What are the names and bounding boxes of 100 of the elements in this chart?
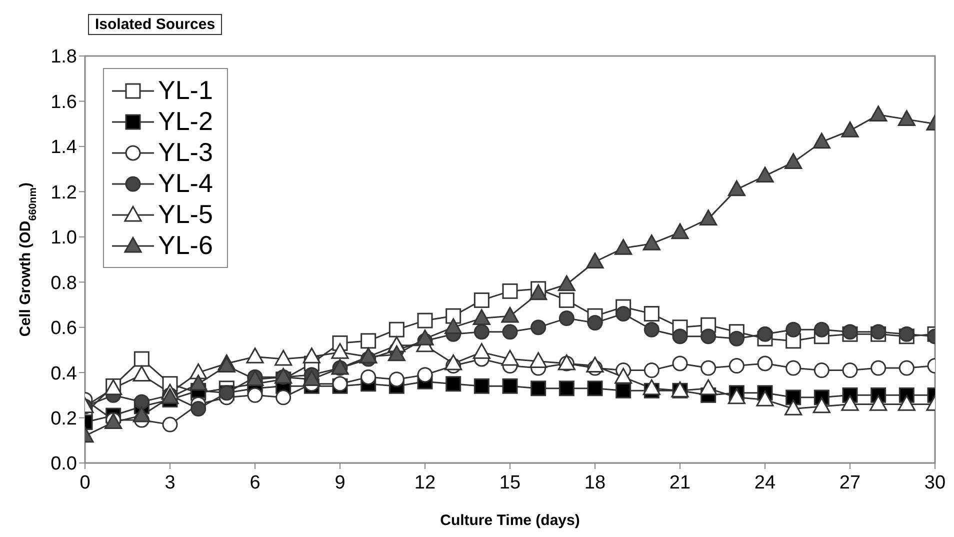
- point: [898, 110, 916, 126]
- point: [474, 292, 490, 308]
- x-tick-label: 0: [80, 472, 90, 494]
- point: [444, 354, 462, 370]
- point: [841, 395, 859, 411]
- point: [644, 306, 660, 322]
- point: [302, 370, 320, 386]
- point: [616, 306, 632, 322]
- point: [558, 275, 576, 292]
- point: [444, 318, 462, 334]
- point: [700, 210, 718, 226]
- point: [842, 362, 858, 378]
- point: [614, 239, 632, 255]
- point: [784, 153, 802, 169]
- point: [558, 310, 574, 326]
- point: [898, 360, 914, 376]
- point: [446, 376, 462, 392]
- point: [616, 382, 632, 398]
- point: [870, 106, 888, 122]
- point: [530, 380, 546, 396]
- point: [474, 324, 490, 340]
- point: [388, 345, 406, 362]
- point: [360, 333, 376, 349]
- x-tick-label: 9: [334, 472, 346, 494]
- point: [388, 372, 404, 388]
- point: [757, 356, 773, 372]
- legend-label: YL-5: [158, 199, 213, 230]
- point: [530, 320, 546, 336]
- y-tick-label: 0.4: [50, 363, 78, 384]
- point: [642, 379, 660, 396]
- point: [558, 292, 574, 308]
- x-tick-label: 15: [499, 472, 521, 494]
- point: [700, 360, 716, 376]
- y-tick-label: 1.6: [50, 92, 77, 113]
- x-tick-label: 3: [164, 472, 176, 494]
- point: [786, 322, 802, 338]
- point: [472, 309, 490, 325]
- point: [812, 132, 830, 149]
- point: [530, 352, 548, 368]
- y-tick-label: 0.2: [50, 408, 77, 430]
- point: [841, 121, 859, 138]
- legend-label: YL-2: [158, 106, 213, 137]
- point: [162, 416, 178, 432]
- point: [786, 360, 802, 376]
- y-tick-label: 1.0: [50, 228, 77, 249]
- point: [642, 234, 660, 250]
- point: [786, 390, 802, 406]
- point: [728, 358, 744, 374]
- point: [700, 328, 716, 344]
- legend-label: YL-6: [158, 230, 213, 261]
- point: [898, 395, 916, 411]
- y-tick-label: 1.2: [50, 182, 77, 204]
- point: [501, 350, 519, 366]
- point: [388, 322, 404, 338]
- point: [474, 378, 490, 394]
- point: [134, 351, 150, 367]
- point: [814, 362, 830, 378]
- point: [784, 400, 802, 416]
- x-tick-label: 12: [414, 472, 436, 494]
- y-tick-label: 1.4: [50, 137, 78, 158]
- y-tick-label: 0.6: [50, 318, 77, 340]
- point: [586, 252, 604, 268]
- point: [472, 343, 490, 359]
- point: [360, 369, 376, 385]
- point: [587, 315, 603, 331]
- point: [302, 348, 320, 364]
- point: [756, 166, 774, 183]
- point: [134, 394, 150, 410]
- x-tick-label: 30: [924, 472, 946, 494]
- point: [671, 223, 689, 240]
- point: [558, 380, 574, 396]
- point: [756, 390, 774, 406]
- point: [814, 322, 830, 338]
- point: [700, 379, 718, 396]
- chart-title: Isolated Sources: [88, 14, 222, 35]
- legend-label: YL-1: [158, 75, 213, 106]
- y-tick-label: 0.0: [50, 454, 77, 475]
- x-tick-label: 27: [839, 472, 861, 494]
- point: [416, 329, 434, 346]
- point: [870, 395, 888, 411]
- point: [502, 283, 518, 299]
- point: [672, 328, 688, 344]
- point: [417, 367, 433, 383]
- point: [190, 374, 208, 391]
- point: [644, 362, 660, 378]
- x-tick-label: 24: [754, 472, 776, 494]
- point: [644, 322, 660, 338]
- point: [757, 326, 773, 342]
- y-tick-label: 0.8: [50, 272, 77, 294]
- point: [812, 397, 830, 414]
- point: [501, 306, 519, 323]
- point: [247, 387, 263, 403]
- point: [132, 366, 150, 382]
- x-tick-label: 18: [584, 472, 606, 494]
- point: [530, 284, 548, 300]
- point: [446, 308, 462, 324]
- point: [246, 348, 264, 364]
- point: [274, 350, 292, 366]
- point: [672, 356, 688, 372]
- point: [502, 324, 518, 340]
